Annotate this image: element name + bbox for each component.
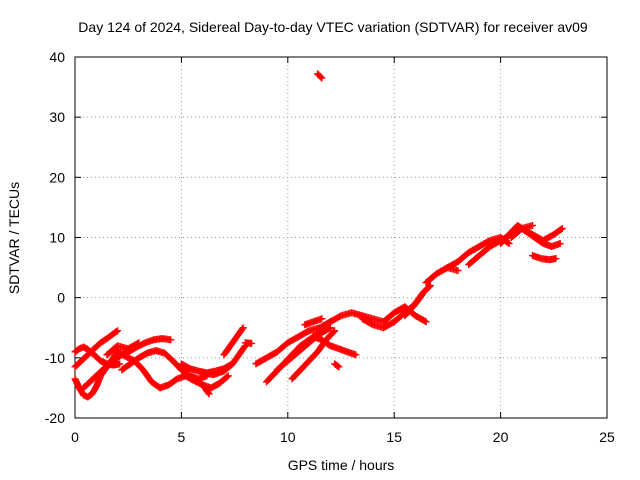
x-tick-labels: 0 5 10 15 20 25 bbox=[71, 429, 615, 445]
point-marker bbox=[240, 343, 248, 351]
point-marker bbox=[421, 317, 429, 325]
point-marker bbox=[116, 360, 124, 368]
point-marker bbox=[317, 73, 325, 81]
point-marker bbox=[223, 373, 231, 381]
series-arc-8 bbox=[103, 339, 143, 359]
series-arc-21 bbox=[331, 360, 343, 371]
series-arc-18 bbox=[288, 327, 339, 383]
series-arc-26 bbox=[401, 282, 434, 320]
series-arc-20 bbox=[301, 315, 326, 329]
point-marker bbox=[331, 327, 339, 335]
series-arc-27 bbox=[422, 264, 462, 287]
point-marker bbox=[454, 267, 462, 275]
x-axis-label: GPS time / hours bbox=[288, 457, 395, 473]
y-tick-labels: -20 -10 0 10 20 30 40 bbox=[45, 49, 65, 426]
series-arc-19 bbox=[309, 333, 360, 359]
point-marker bbox=[558, 224, 566, 232]
point-marker bbox=[167, 336, 175, 344]
point-marker bbox=[318, 315, 326, 323]
y-tick-label: 20 bbox=[49, 169, 65, 185]
y-tick-label: -20 bbox=[45, 410, 65, 426]
point-marker bbox=[334, 362, 342, 370]
x-tick-label: 15 bbox=[386, 429, 402, 445]
grid-lines bbox=[75, 57, 607, 418]
point-marker bbox=[330, 328, 338, 336]
point-marker bbox=[205, 390, 213, 398]
point-marker bbox=[134, 340, 142, 348]
point-marker bbox=[112, 328, 120, 336]
series-arc-22 bbox=[314, 70, 326, 82]
point-marker bbox=[224, 372, 232, 380]
data-points bbox=[71, 70, 566, 401]
x-tick-label: 10 bbox=[280, 429, 296, 445]
y-tick-label: 0 bbox=[57, 290, 65, 306]
point-marker bbox=[422, 318, 430, 326]
y-tick-label: 30 bbox=[49, 109, 65, 125]
chart-title: Day 124 of 2024, Sidereal Day-to-day VTE… bbox=[78, 19, 588, 35]
point-marker bbox=[114, 327, 122, 335]
point-marker bbox=[552, 255, 560, 263]
series-arc-14 bbox=[241, 339, 256, 347]
x-tick-label: 25 bbox=[599, 429, 615, 445]
point-marker bbox=[238, 325, 246, 333]
y-tick-label: 40 bbox=[49, 49, 65, 65]
point-marker bbox=[505, 240, 513, 248]
point-marker bbox=[326, 324, 334, 332]
point-marker bbox=[325, 325, 333, 333]
series-arc-12 bbox=[199, 342, 249, 379]
y-axis-label: SDTVAR / TECUs bbox=[6, 182, 22, 294]
series-arc-31 bbox=[507, 224, 566, 245]
axis-ticks bbox=[74, 56, 608, 419]
y-tick-label: -10 bbox=[45, 350, 65, 366]
series-arc-13 bbox=[220, 324, 247, 359]
point-marker bbox=[352, 351, 360, 359]
y-tick-label: 10 bbox=[49, 230, 65, 246]
x-tick-label: 20 bbox=[493, 429, 509, 445]
x-tick-label: 5 bbox=[178, 429, 186, 445]
point-marker bbox=[426, 282, 434, 290]
point-marker bbox=[529, 221, 537, 229]
point-marker bbox=[556, 240, 564, 248]
series-arc-3 bbox=[71, 327, 122, 371]
point-marker bbox=[135, 339, 143, 347]
series-arc-32 bbox=[529, 252, 560, 264]
x-tick-label: 0 bbox=[71, 429, 79, 445]
point-marker bbox=[335, 363, 343, 371]
series-arc-11 bbox=[182, 372, 232, 392]
point-marker bbox=[557, 225, 565, 233]
point-marker bbox=[239, 324, 247, 332]
point-marker bbox=[248, 339, 256, 347]
point-marker bbox=[318, 74, 326, 82]
point-marker bbox=[425, 283, 433, 291]
series-arc-9 bbox=[156, 372, 213, 398]
point-marker bbox=[504, 239, 512, 247]
